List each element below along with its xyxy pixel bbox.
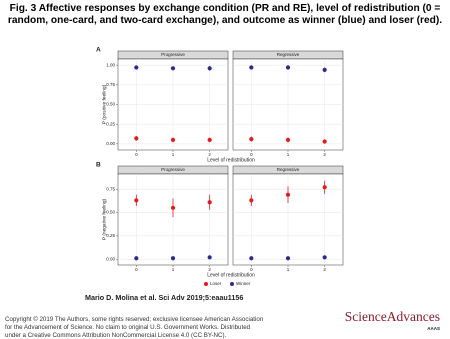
x-tick-label: 1 bbox=[287, 152, 290, 157]
x-tick-label: 0 bbox=[250, 152, 253, 157]
logo-sub: AAAS bbox=[427, 326, 440, 331]
x-tick-label: 2 bbox=[323, 152, 326, 157]
y-tick-label: 0.00 bbox=[106, 256, 115, 261]
point bbox=[322, 185, 327, 190]
x-axis-label: Level of redistribution bbox=[207, 157, 255, 163]
copyright-line: Copyright © 2019 The Authors, some right… bbox=[5, 316, 264, 323]
point bbox=[170, 66, 176, 71]
y-tick-label: 0.00 bbox=[106, 141, 115, 146]
point bbox=[207, 66, 212, 71]
point bbox=[134, 136, 139, 141]
citation: Mario D. Molina et al. Sci Adv 2019;5:ea… bbox=[85, 293, 243, 302]
y-tick-label: 0.50 bbox=[106, 210, 115, 215]
copyright-line: under a Creative Commons Attribution Non… bbox=[5, 332, 227, 339]
point bbox=[322, 139, 327, 144]
facet-title: Progressive bbox=[161, 167, 185, 172]
point bbox=[322, 255, 327, 260]
y-tick-label: 0.25 bbox=[106, 121, 115, 126]
x-tick-label: 2 bbox=[323, 267, 326, 272]
y-tick-label: 0.25 bbox=[106, 233, 115, 238]
point bbox=[285, 256, 291, 261]
panel-label: B bbox=[96, 162, 101, 169]
point bbox=[249, 256, 254, 261]
y-axis-label: P (negative feeling) bbox=[101, 198, 107, 240]
x-tick-label: 1 bbox=[172, 267, 175, 272]
panel-label: A bbox=[96, 47, 101, 54]
y-tick-label: 0.75 bbox=[106, 82, 115, 87]
point bbox=[207, 137, 212, 143]
point bbox=[134, 198, 139, 203]
point bbox=[134, 256, 139, 261]
y-axis-label: P (positive feeling) bbox=[101, 84, 107, 124]
y-tick-label: 0.75 bbox=[106, 186, 115, 191]
point bbox=[249, 137, 254, 142]
point bbox=[249, 65, 254, 70]
legend-marker bbox=[230, 282, 234, 286]
point bbox=[134, 65, 139, 70]
facet-title: Progressive bbox=[161, 52, 185, 57]
facet-title: Regressive bbox=[277, 167, 300, 172]
figure-title: Fig. 3 Affective responses by exchange c… bbox=[7, 3, 443, 26]
legend-label: Winner bbox=[236, 281, 251, 286]
x-tick-label: 1 bbox=[172, 152, 175, 157]
point bbox=[285, 65, 291, 70]
y-tick-label: 0.50 bbox=[106, 102, 115, 107]
logo: ScienceAdvances bbox=[345, 309, 440, 324]
point bbox=[170, 256, 176, 261]
x-tick-label: 0 bbox=[135, 267, 138, 272]
point bbox=[207, 200, 212, 205]
facet-title: Regressive bbox=[277, 52, 300, 57]
point bbox=[170, 137, 176, 143]
x-tick-label: 0 bbox=[135, 152, 138, 157]
x-axis-label: Level of redistribution bbox=[207, 272, 255, 278]
y-tick-label: 1.00 bbox=[106, 62, 115, 67]
x-tick-label: 2 bbox=[208, 152, 211, 157]
point bbox=[285, 137, 291, 143]
x-tick-label: 0 bbox=[250, 267, 253, 272]
point bbox=[207, 255, 212, 260]
point bbox=[170, 205, 176, 210]
legend-label: Loser bbox=[210, 281, 222, 286]
point bbox=[285, 192, 291, 197]
point bbox=[249, 198, 254, 203]
copyright-line: for the Advancement of Science. No claim… bbox=[5, 324, 251, 331]
x-tick-label: 1 bbox=[287, 267, 290, 272]
point bbox=[322, 67, 327, 72]
x-tick-label: 2 bbox=[208, 267, 211, 272]
legend-marker bbox=[204, 282, 208, 286]
